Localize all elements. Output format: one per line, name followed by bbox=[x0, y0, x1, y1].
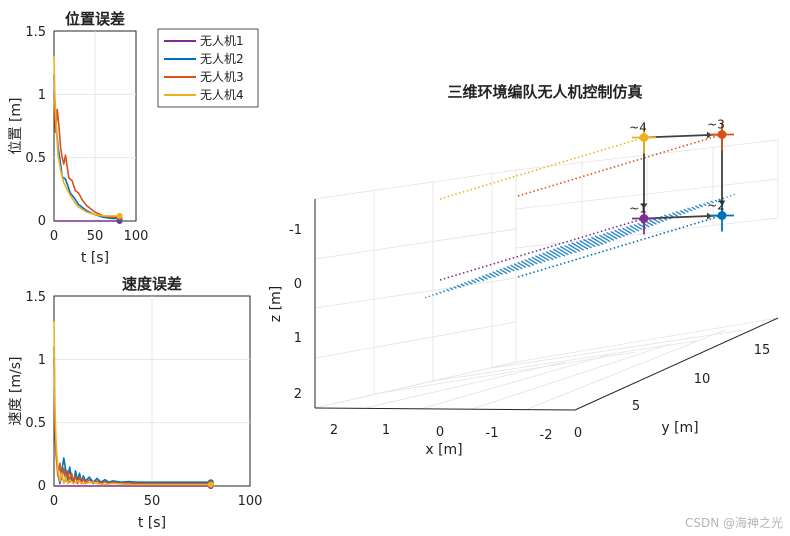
position-error-endpoint-uav4 bbox=[116, 212, 123, 219]
uav-label-4: ~4 bbox=[629, 121, 647, 135]
formation-3d-xtick-m1: -1 bbox=[486, 426, 499, 441]
oscillation-strip-5 bbox=[482, 228, 621, 282]
formation-3d-grid bbox=[314, 139, 779, 411]
formation-3d-ztick-1: 1 bbox=[294, 331, 302, 346]
formation-3d-zlabel: z [m] bbox=[268, 286, 284, 322]
formation-3d-ytick-10: 10 bbox=[694, 372, 711, 387]
velocity-error-endpoint-uav4 bbox=[207, 481, 214, 488]
position-error-plot: 位置误差 t [s] 位置 [m] 0 50 100 0 0.5 1 1.5 bbox=[8, 10, 148, 266]
oscillation-strip-12 bbox=[563, 203, 702, 257]
formation-3d-xtick-0: 0 bbox=[436, 425, 444, 440]
velocity-error-grid bbox=[54, 296, 250, 486]
velocity-error-series-uav4 bbox=[53, 321, 211, 486]
formation-3d-xtick-m2: -2 bbox=[540, 428, 553, 443]
uav-marker-3 bbox=[717, 130, 727, 139]
uav-marker-4 bbox=[639, 133, 649, 142]
track-uav4 bbox=[439, 136, 645, 200]
position-error-ytick-0-5: 0.5 bbox=[25, 151, 46, 166]
velocity-error-plot: 速度误差 t [s] 速度 [m/s] 0 50 100 0 0.5 1 1.5 bbox=[8, 275, 262, 531]
uav-label-2: ~2 bbox=[707, 199, 725, 213]
position-error-title: 位置误差 bbox=[65, 10, 125, 28]
oscillation-strip-11 bbox=[552, 207, 690, 261]
position-error-xtick-50: 50 bbox=[87, 229, 104, 244]
track-uav1 bbox=[439, 217, 645, 281]
position-error-series-uav3 bbox=[53, 94, 120, 218]
formation-3d-ytick-5: 5 bbox=[632, 399, 640, 414]
position-error-ytick-1: 1 bbox=[38, 88, 46, 103]
velocity-error-xtick-0: 0 bbox=[50, 494, 58, 509]
velocity-error-series-uav2 bbox=[53, 346, 211, 485]
formation-arrowhead-2 bbox=[718, 200, 726, 206]
oscillation-strip-7 bbox=[505, 221, 644, 275]
velocity-error-xtick-50: 50 bbox=[144, 494, 161, 509]
position-error-xtick-100: 100 bbox=[124, 229, 149, 244]
oscillation-strip-1 bbox=[436, 242, 574, 296]
velocity-error-ytick-0: 0 bbox=[38, 479, 46, 494]
formation-3d-ylabel: y [m] bbox=[661, 420, 698, 436]
position-error-lines bbox=[53, 56, 123, 224]
velocity-error-ytick-1-5: 1.5 bbox=[25, 290, 46, 305]
legend-label-uav4: 无人机4 bbox=[200, 88, 244, 102]
oscillation-strip-2 bbox=[447, 238, 586, 292]
uav-label-1: ~1 bbox=[629, 202, 647, 216]
position-error-xlabel: t [s] bbox=[81, 250, 109, 266]
formation-3d-ztick-2: 2 bbox=[294, 387, 302, 402]
formation-3d-ytick-0: 0 bbox=[574, 426, 582, 441]
oscillation-strip-4 bbox=[471, 231, 609, 285]
position-error-xtick-0: 0 bbox=[50, 229, 58, 244]
formation-3d-title: 三维环境编队无人机控制仿真 bbox=[447, 83, 642, 101]
oscillation-strip-0 bbox=[424, 245, 563, 299]
position-error-ylabel: 位置 [m] bbox=[8, 97, 24, 154]
formation-3d-xtick-1: 1 bbox=[382, 423, 390, 438]
legend-label-uav2: 无人机2 bbox=[200, 52, 244, 66]
legend: 无人机1 无人机2 无人机3 无人机4 bbox=[157, 28, 259, 108]
position-error-grid bbox=[54, 31, 136, 221]
uav-marker-2 bbox=[717, 211, 727, 220]
formation-3d-ztick-0: 0 bbox=[294, 277, 302, 292]
position-error-series-uav4 bbox=[53, 56, 120, 217]
velocity-error-ylabel: 速度 [m/s] bbox=[8, 356, 24, 425]
legend-label-uav1: 无人机1 bbox=[200, 34, 244, 48]
track-uav3 bbox=[517, 133, 723, 197]
velocity-error-lines bbox=[53, 321, 214, 489]
uav-marker-1 bbox=[639, 214, 649, 223]
oscillation-strip-15 bbox=[598, 193, 736, 247]
formation-3d-ytick-15: 15 bbox=[754, 343, 771, 358]
velocity-error-xlabel: t [s] bbox=[138, 515, 166, 531]
oscillation-strip-6 bbox=[494, 224, 632, 278]
formation-3d-xlabel: x [m] bbox=[425, 442, 462, 458]
formation-3d-uavs: ~1 ~2 ~3 ~4 bbox=[629, 118, 734, 235]
velocity-error-ytick-0-5: 0.5 bbox=[25, 416, 46, 431]
track-uav2 bbox=[517, 214, 723, 278]
legend-label-uav3: 无人机3 bbox=[200, 70, 244, 84]
velocity-error-xtick-100: 100 bbox=[238, 494, 263, 509]
oscillation-strip-8 bbox=[517, 217, 655, 271]
formation-3d-plot: ~1 ~2 ~3 ~4 三维环境编队无人机控制仿真 x [m] y [m] z [m]… bbox=[268, 83, 779, 458]
velocity-error-ytick-1: 1 bbox=[38, 353, 46, 368]
formation-arrowhead-1 bbox=[640, 203, 648, 209]
oscillation-strip-10 bbox=[540, 210, 679, 264]
oscillation-strip-14 bbox=[586, 196, 725, 250]
velocity-error-title: 速度误差 bbox=[122, 275, 182, 293]
watermark: CSDN @海神之光 bbox=[685, 515, 783, 530]
formation-arrowhead-0 bbox=[706, 131, 713, 139]
oscillation-strip-3 bbox=[459, 235, 598, 289]
formation-arrowhead-3 bbox=[706, 212, 713, 220]
position-error-ytick-1-5: 1.5 bbox=[25, 25, 46, 40]
formation-3d-ztick-m1: -1 bbox=[289, 223, 302, 238]
uav-label-3: ~3 bbox=[707, 118, 725, 132]
formation-3d-xtick-2: 2 bbox=[330, 423, 338, 438]
formation-3d-axes bbox=[314, 199, 779, 411]
position-error-ytick-0: 0 bbox=[38, 214, 46, 229]
